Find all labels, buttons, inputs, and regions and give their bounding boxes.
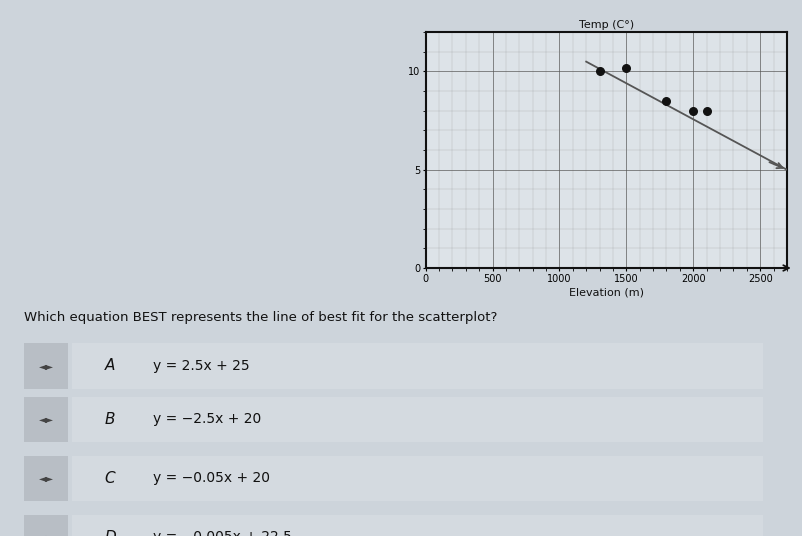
Text: y = −0.005x + 22.5: y = −0.005x + 22.5 bbox=[152, 530, 291, 536]
Point bbox=[686, 107, 699, 115]
Point bbox=[619, 63, 632, 72]
Point bbox=[699, 107, 712, 115]
Text: y = −0.05x + 20: y = −0.05x + 20 bbox=[152, 471, 269, 486]
Text: ◄►: ◄► bbox=[38, 473, 54, 483]
Text: ◄►: ◄► bbox=[38, 414, 54, 425]
Text: y = 2.5x + 25: y = 2.5x + 25 bbox=[152, 359, 249, 373]
Title: Temp (C°): Temp (C°) bbox=[578, 20, 633, 30]
Text: D: D bbox=[104, 530, 116, 536]
Text: C: C bbox=[104, 471, 115, 486]
Text: y = −2.5x + 20: y = −2.5x + 20 bbox=[152, 412, 261, 427]
Point bbox=[593, 67, 606, 76]
Text: A: A bbox=[104, 359, 115, 373]
Text: B: B bbox=[104, 412, 115, 427]
X-axis label: Elevation (m): Elevation (m) bbox=[568, 288, 643, 297]
Point bbox=[659, 96, 672, 105]
Text: ◄►: ◄► bbox=[38, 361, 54, 371]
Text: Which equation BEST represents the line of best fit for the scatterplot?: Which equation BEST represents the line … bbox=[24, 311, 497, 324]
Text: ◄►: ◄► bbox=[38, 532, 54, 536]
